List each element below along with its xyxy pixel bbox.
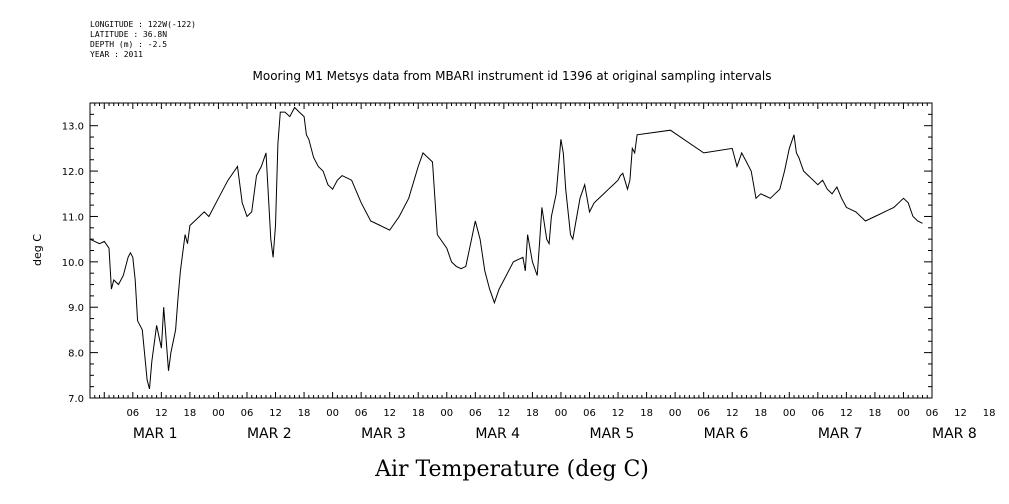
y-tick-label: 13.0 (62, 122, 84, 133)
x-tick-label: 06 (355, 408, 368, 419)
x-tick-label: 18 (526, 408, 539, 419)
x-tick-label: 00 (897, 408, 910, 419)
day-label: MAR 3 (361, 426, 406, 442)
y-tick-label: 9.0 (68, 303, 84, 314)
x-tick-label: 00 (212, 408, 225, 419)
x-tick-label: 12 (269, 408, 282, 419)
x-tick-label: 18 (412, 408, 425, 419)
chart-title: Mooring M1 Metsys data from MBARI instru… (253, 69, 772, 83)
x-tick-label: 18 (983, 408, 996, 419)
x-tick-label: 18 (754, 408, 767, 419)
x-tick-label: 12 (383, 408, 396, 419)
y-tick-label: 10.0 (62, 258, 84, 269)
x-tick-label: 06 (469, 408, 482, 419)
x-tick-label: 00 (669, 408, 682, 419)
x-tick-label: 06 (811, 408, 824, 419)
x-tick-label: 00 (555, 408, 568, 419)
day-label: MAR 1 (133, 426, 178, 442)
latitude-label: LATITUDE : 36.8N (90, 30, 168, 39)
x-axis-label: Air Temperature (deg C) (374, 457, 649, 482)
x-tick-label: 00 (783, 408, 796, 419)
metadata-header: LONGITUDE : 122W(-122) LATITUDE : 36.8N … (90, 20, 196, 60)
y-axis-label: deg C (31, 234, 44, 266)
x-tick-label: 06 (241, 408, 254, 419)
x-tick-label: 12 (954, 408, 967, 419)
day-label: MAR 4 (475, 426, 520, 442)
x-tick-label: 18 (869, 408, 882, 419)
y-tick-label: 11.0 (62, 212, 84, 223)
x-tick-label: 06 (583, 408, 596, 419)
x-tick-label: 06 (697, 408, 710, 419)
x-tick-label: 06 (926, 408, 939, 419)
series-line (89, 106, 923, 390)
day-label: MAR 8 (932, 426, 977, 442)
x-tick-label: 18 (640, 408, 653, 419)
y-tick-label: 7.0 (68, 394, 84, 405)
year-label: YEAR : 2011 (90, 50, 143, 59)
day-label: MAR 7 (818, 426, 863, 442)
day-label: MAR 5 (589, 426, 634, 442)
x-tick-label: 06 (126, 408, 139, 419)
x-tick-label: 00 (440, 408, 453, 419)
day-label: MAR 2 (247, 426, 292, 442)
x-tick-label: 12 (612, 408, 625, 419)
y-tick-label: 12.0 (62, 167, 84, 178)
x-tick-label: 00 (326, 408, 339, 419)
day-label: MAR 6 (704, 426, 749, 442)
x-tick-label: 12 (155, 408, 168, 419)
x-tick-label: 18 (184, 408, 197, 419)
plot-frame (89, 102, 933, 399)
longitude-label: LONGITUDE : 122W(-122) (90, 20, 196, 29)
x-tick-label: 12 (840, 408, 853, 419)
x-tick-label: 12 (726, 408, 739, 419)
x-tick-label: 18 (298, 408, 311, 419)
depth-label: DEPTH (m) : -2.5 (90, 40, 168, 49)
y-tick-label: 8.0 (68, 349, 84, 360)
x-tick-label: 12 (497, 408, 510, 419)
